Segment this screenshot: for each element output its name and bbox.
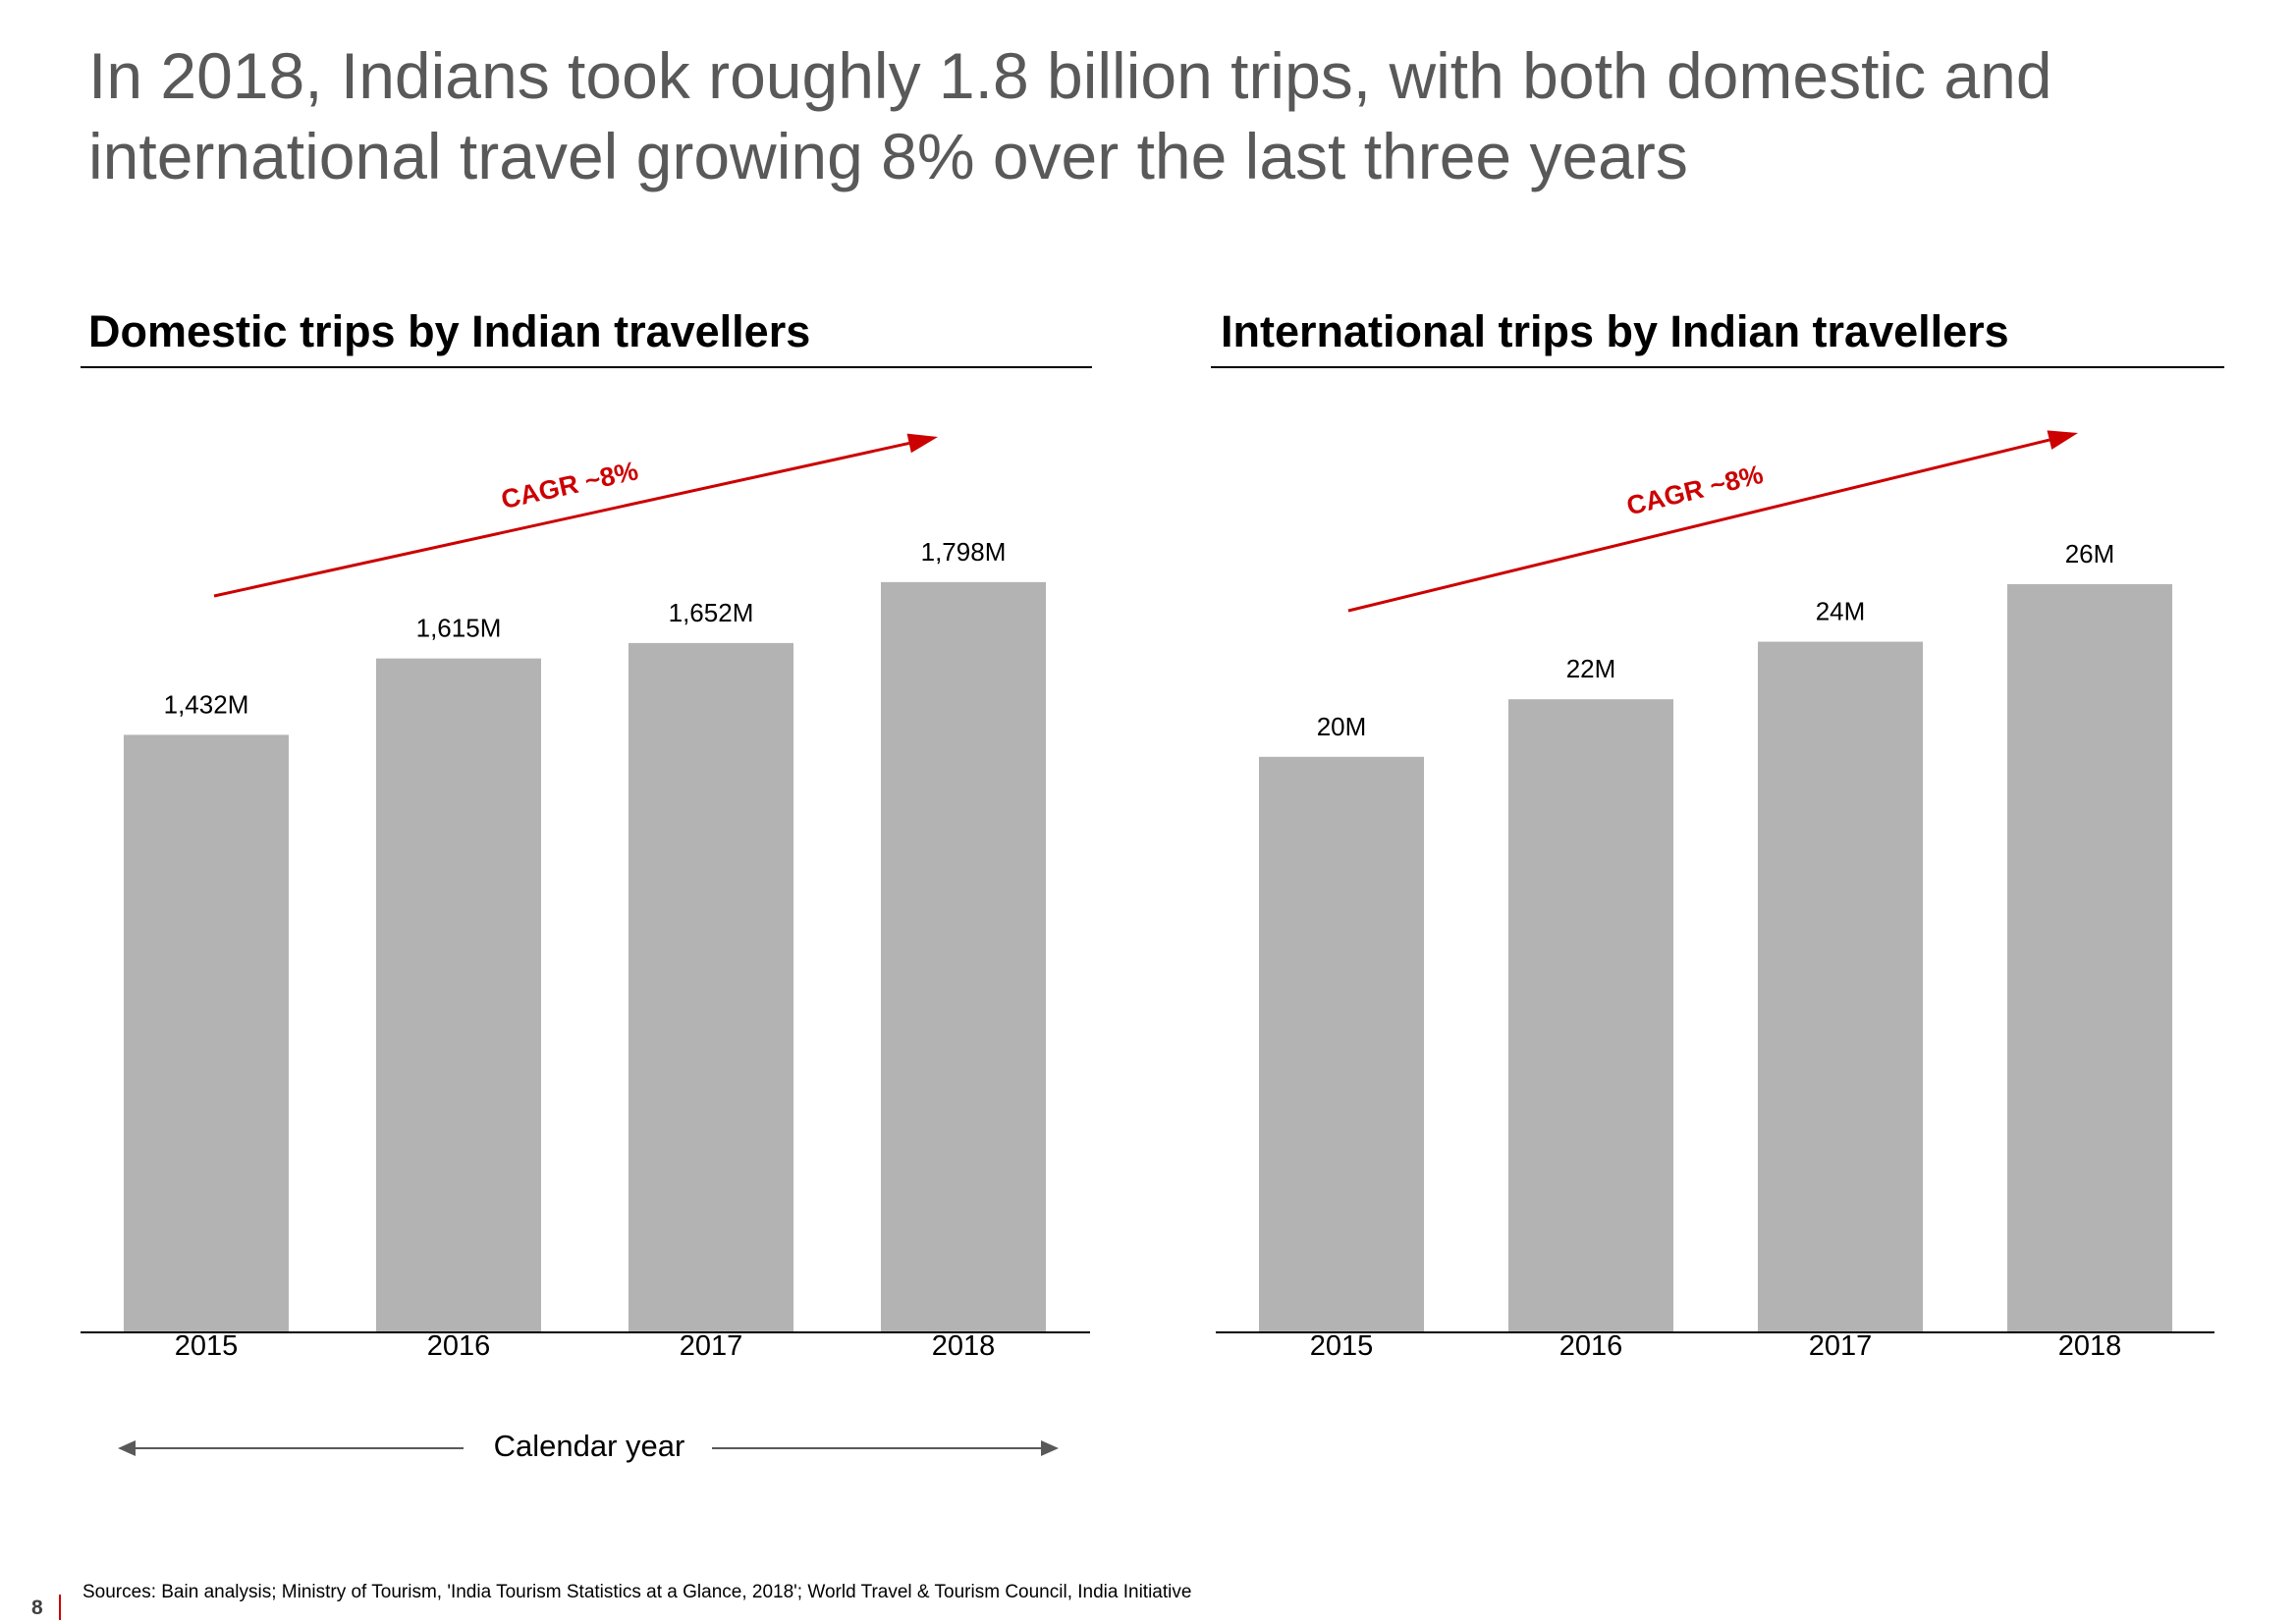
headline-line-1: In 2018, Indians took roughly 1.8 billio… (88, 39, 2052, 112)
domestic-title-rule (81, 366, 1092, 368)
international-x-tick-2018: 2018 (2057, 1330, 2122, 1362)
international-cagr-label: CAGR ~8% (1623, 460, 1766, 521)
international-value-label-2017: 24M (1816, 597, 1866, 626)
domestic-x-tick-2016: 2016 (426, 1330, 491, 1362)
domestic-value-label-2016: 1,615M (416, 614, 502, 643)
calendar-arrow-right-head (1041, 1440, 1059, 1456)
international-value-label-2016: 22M (1566, 654, 1616, 683)
page-number: 8 (31, 1597, 43, 1619)
international-chart-title: International trips by Indian travellers (1221, 306, 2009, 356)
domestic-bar-2015 (124, 734, 289, 1332)
domestic-bar-2018 (881, 581, 1046, 1332)
domestic-value-label-2018: 1,798M (921, 537, 1007, 567)
domestic-cagr-arrowhead (906, 433, 938, 454)
headline-line-2: international travel growing 8% over the… (88, 120, 1688, 192)
domestic-bar-2017 (629, 642, 793, 1332)
international-bar-2017 (1758, 641, 1923, 1332)
international-x-tick-2015: 2015 (1309, 1330, 1374, 1362)
source-note: Sources: Bain analysis; Ministry of Tour… (82, 1582, 1192, 1602)
page-number-divider (59, 1595, 61, 1620)
page-headline: In 2018, Indians took roughly 1.8 billio… (88, 35, 2200, 196)
international-x-tick-2017: 2017 (1808, 1330, 1873, 1362)
domestic-cagr-arrow-line (213, 441, 910, 598)
domestic-value-label-2017: 1,652M (669, 598, 754, 627)
international-value-label-2015: 20M (1317, 712, 1367, 741)
calendar-arrow-left-head (118, 1440, 136, 1456)
international-value-label-2018: 26M (2065, 539, 2115, 568)
domestic-bar-2016 (376, 658, 541, 1332)
international-bar-2018 (2007, 583, 2172, 1332)
domestic-x-tick-2015: 2015 (174, 1330, 239, 1362)
international-x-tick-2016: 2016 (1558, 1330, 1623, 1362)
international-title-rule (1211, 366, 2224, 368)
domestic-x-tick-2017: 2017 (679, 1330, 743, 1362)
x-axis-caption: Calendar year (493, 1429, 685, 1463)
international-bar-2016 (1508, 699, 1673, 1332)
domestic-chart-title: Domestic trips by Indian travellers (88, 306, 811, 356)
international-cagr-arrowhead (2047, 430, 2078, 450)
international-cagr-arrow-line (1347, 438, 2050, 613)
domestic-value-label-2015: 1,432M (164, 689, 249, 719)
international-bar-2015 (1259, 756, 1424, 1332)
domestic-x-tick-2018: 2018 (931, 1330, 996, 1362)
